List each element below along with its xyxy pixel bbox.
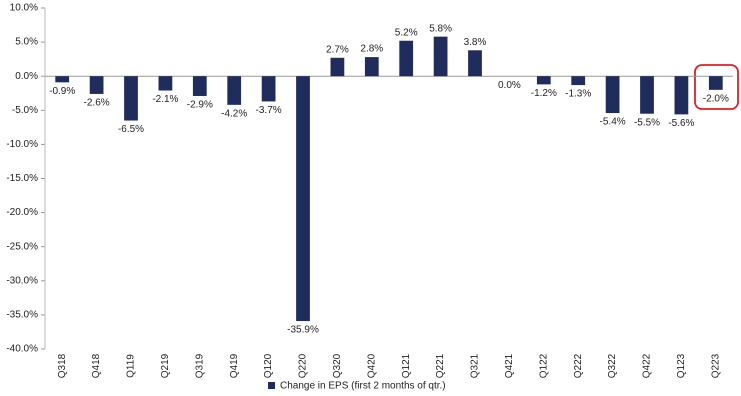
x-tick-label: Q120 [263, 353, 274, 378]
bar [433, 36, 448, 77]
x-tick-label: Q319 [194, 353, 205, 378]
x-tick-label: Q418 [91, 353, 102, 378]
y-tick-label: -30.0% [6, 275, 38, 286]
x-tick-label: Q122 [538, 353, 549, 378]
x-tick-label: Q123 [676, 353, 687, 378]
value-label: -2.1% [152, 94, 178, 105]
legend-label: Change in EPS (first 2 months of qtr.) [280, 381, 446, 392]
x-tick-label: Q219 [160, 353, 171, 378]
value-label: -2.6% [84, 98, 110, 109]
bar [158, 76, 173, 91]
bar [261, 76, 276, 102]
x-tick-label: Q421 [504, 353, 515, 378]
value-label: -35.9% [287, 325, 319, 336]
value-label: -5.5% [634, 117, 660, 128]
bar [536, 76, 551, 85]
highlight-box [694, 64, 739, 110]
bar [605, 76, 620, 114]
value-label: 3.8% [464, 37, 487, 48]
x-tick-label: Q321 [470, 353, 481, 378]
value-label: 0.0% [498, 80, 521, 91]
x-tick-label: Q419 [229, 353, 240, 378]
y-tick-label: -25.0% [6, 241, 38, 252]
value-label: -6.5% [118, 124, 144, 135]
x-tick-label: Q222 [573, 353, 584, 378]
value-label: -0.9% [49, 86, 75, 97]
bar [468, 50, 482, 77]
y-tick-label: -5.0% [12, 105, 38, 116]
x-tick-label: Q121 [401, 353, 412, 378]
x-tick-label: Q221 [435, 353, 446, 378]
value-label: -4.2% [221, 108, 247, 119]
bar [399, 40, 414, 77]
bar [640, 76, 654, 114]
bar [55, 76, 70, 83]
bar [89, 76, 104, 94]
bar [330, 57, 345, 77]
value-label: -3.7% [256, 105, 282, 116]
x-tick-label: Q318 [57, 353, 68, 378]
bar [571, 76, 586, 86]
bar [364, 57, 379, 77]
value-label: -1.2% [531, 88, 557, 99]
x-tick-label: Q119 [126, 354, 137, 378]
value-label: 2.8% [360, 44, 383, 55]
bar [708, 76, 723, 90]
y-tick-label: -10.0% [6, 139, 38, 150]
bar [296, 76, 310, 322]
y-tick-label: 0.0% [15, 71, 38, 82]
legend-swatch [268, 382, 275, 389]
y-tick-label: -35.0% [6, 310, 38, 321]
y-tick-label: -15.0% [6, 173, 38, 184]
y-tick-label: 5.0% [15, 37, 38, 48]
x-tick-label: Q322 [607, 353, 618, 378]
bar [192, 76, 207, 96]
value-label: -2.9% [187, 100, 213, 111]
y-tick-label: -40.0% [6, 344, 38, 355]
bar [674, 76, 689, 115]
x-tick-label: Q320 [332, 353, 343, 378]
value-label: -5.6% [668, 118, 694, 129]
x-tick-label: Q422 [642, 353, 653, 378]
y-tick-label: 10.0% [10, 3, 38, 14]
bar [227, 76, 242, 105]
value-label: 2.7% [326, 44, 349, 55]
value-label: -1.3% [565, 89, 591, 100]
x-tick-label: Q220 [298, 353, 309, 378]
value-label: -2.0% [703, 93, 729, 104]
x-tick-label: Q420 [366, 353, 377, 378]
value-label: 5.8% [429, 23, 452, 34]
value-label: 5.2% [395, 27, 418, 38]
x-tick-label: Q223 [710, 353, 721, 378]
bar [124, 76, 138, 121]
y-tick-label: -20.0% [6, 207, 38, 218]
value-label: -5.4% [600, 117, 626, 128]
